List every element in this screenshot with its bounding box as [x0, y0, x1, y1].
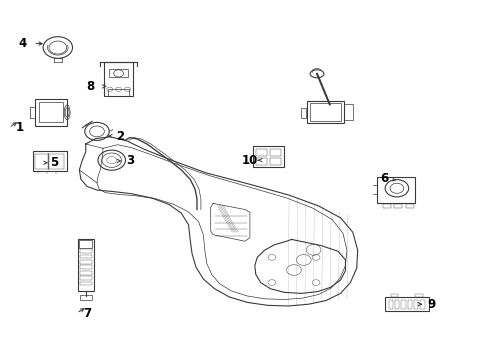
Bar — [395, 300, 399, 309]
Bar — [256, 158, 267, 165]
Bar — [80, 271, 92, 274]
Bar — [383, 204, 391, 208]
Bar — [39, 102, 63, 122]
Bar — [256, 149, 267, 156]
Bar — [377, 177, 415, 203]
Text: 7: 7 — [83, 307, 91, 320]
Bar — [414, 300, 418, 309]
Bar — [33, 151, 67, 171]
Bar — [35, 153, 48, 169]
Text: 1: 1 — [16, 121, 24, 134]
Bar — [80, 265, 92, 269]
Bar — [308, 101, 344, 123]
Bar — [270, 149, 281, 156]
Bar — [311, 103, 342, 121]
Bar — [104, 62, 133, 96]
Bar — [108, 89, 129, 95]
Bar — [78, 238, 94, 291]
Bar — [80, 282, 92, 285]
Bar — [35, 99, 67, 126]
Text: 9: 9 — [427, 298, 435, 311]
Bar — [415, 294, 423, 297]
Bar — [109, 69, 128, 77]
Text: 5: 5 — [50, 156, 58, 169]
Text: 8: 8 — [87, 80, 95, 93]
Bar — [391, 294, 398, 297]
Bar — [253, 146, 284, 167]
Text: 2: 2 — [116, 130, 124, 143]
Bar — [80, 249, 92, 253]
Bar — [385, 297, 429, 311]
Bar — [406, 204, 414, 208]
Bar — [401, 300, 406, 309]
Bar — [344, 104, 353, 120]
Text: 10: 10 — [242, 154, 258, 167]
Bar — [79, 240, 92, 248]
Bar — [80, 276, 92, 280]
Bar — [80, 260, 92, 264]
Bar — [49, 153, 64, 169]
Bar — [270, 158, 281, 165]
Bar — [408, 300, 412, 309]
Bar — [80, 255, 92, 258]
Text: 4: 4 — [19, 37, 26, 50]
Bar — [394, 204, 402, 208]
Bar — [301, 108, 307, 118]
Bar — [80, 295, 92, 300]
Text: 3: 3 — [126, 154, 134, 167]
Bar — [420, 300, 425, 309]
Text: 6: 6 — [381, 172, 389, 185]
Bar — [389, 300, 393, 309]
